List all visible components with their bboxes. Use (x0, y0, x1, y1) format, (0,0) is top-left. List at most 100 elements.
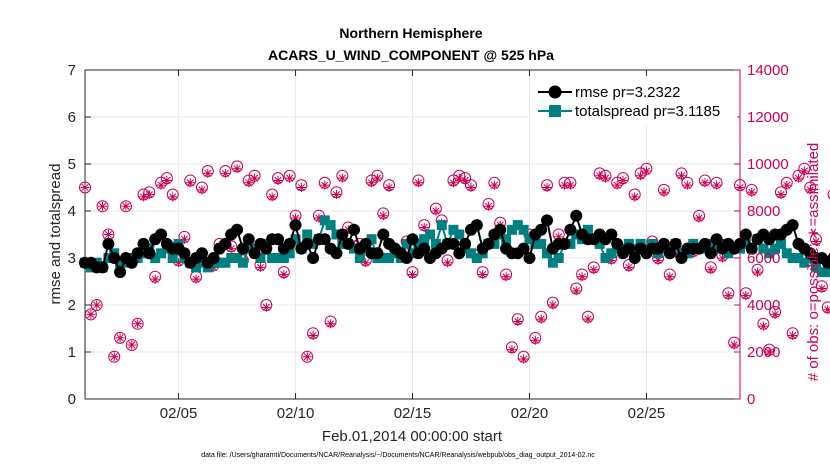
assimilated-obs-point (653, 255, 663, 265)
totalspread-point (512, 220, 523, 231)
totalspread-point (501, 234, 512, 245)
totalspread-point (401, 238, 412, 249)
rmse-point (453, 247, 466, 260)
assimilated-obs-point (624, 262, 634, 272)
assimilated-obs-point (197, 185, 207, 195)
totalspread-point (284, 248, 295, 259)
totalspread-point (542, 248, 553, 259)
assimilated-obs-point (770, 309, 780, 319)
possible-obs-point (108, 350, 121, 363)
rmse-point (242, 233, 255, 246)
possible-obs-point (131, 317, 144, 330)
assimilated-obs-point (793, 173, 803, 183)
x-axis-ticks: 02/05 02/10 02/15 02/20 02/25 (160, 70, 665, 422)
totalspread-point (378, 253, 389, 263)
totalspread-point (325, 220, 336, 231)
assimilated-obs-point (706, 265, 716, 275)
totalspread-point (582, 224, 593, 235)
assimilated-obs-point (454, 173, 464, 183)
totalspread-point (272, 253, 283, 263)
assimilated-obs-point (548, 300, 558, 310)
assimilated-obs-point (753, 267, 763, 277)
rmse-point (570, 209, 583, 222)
totalspread-point (775, 238, 786, 249)
totalspread-point (454, 229, 465, 240)
rmse-point (558, 237, 571, 250)
y-tick-label: 6 (68, 109, 76, 126)
assimilated-obs-point (203, 168, 213, 178)
assimilated-obs-point (530, 335, 540, 345)
assimilated-obs-point (554, 232, 564, 242)
possible-obs-point (114, 331, 127, 344)
rmse-point (108, 252, 121, 264)
series-assimilated (80, 164, 830, 364)
assimilated-obs-point (115, 333, 125, 343)
possible-obs-point (96, 200, 109, 213)
x-axis-label: Feb.01,2014 00:00:00 start (322, 428, 503, 445)
assimilated-obs-point (431, 206, 441, 216)
rmse-point (336, 228, 349, 241)
rmse-point (271, 233, 284, 246)
assimilated-obs-point (314, 213, 324, 223)
rmse-point (125, 256, 138, 269)
y-axis-left-ticks: 0 1 2 3 4 5 6 7 (68, 62, 91, 408)
assimilated-obs-point (595, 171, 605, 181)
assimilated-obs-point (185, 178, 195, 188)
rmse-point (178, 247, 191, 260)
totalspread-point (822, 267, 830, 278)
y-tick-label: 1 (68, 344, 76, 361)
y-right-tick-label: 0 (747, 391, 755, 408)
assimilated-obs-point (788, 331, 798, 341)
assimilated-obs-point (735, 183, 745, 192)
chart-subtitle: ACARS_U_WIND_COMPONENT @ 525 hPa (268, 47, 554, 63)
assimilated-obs-point (168, 192, 178, 202)
totalspread-point (787, 253, 798, 263)
assimilated-obs-point (133, 319, 143, 329)
rmse-point (459, 237, 472, 250)
assimilated-obs-point (232, 164, 242, 174)
totalspread-point (419, 234, 430, 245)
rmse-point (447, 237, 460, 250)
assimilated-obs-point (378, 211, 388, 221)
rmse-point (739, 228, 752, 241)
totalspread-point (167, 253, 178, 263)
legend-rmse-marker (548, 85, 562, 99)
assimilated-obs-point (285, 173, 295, 183)
rmse-point (342, 237, 355, 250)
assimilated-obs-point (408, 269, 417, 279)
assimilated-obs-point (577, 272, 587, 282)
rmse-point (605, 228, 618, 241)
totalspread-point (214, 257, 225, 268)
totalspread-point (413, 238, 424, 249)
assimilated-obs-point (729, 340, 739, 350)
rmse-point (541, 214, 554, 227)
assimilated-obs-point (109, 352, 119, 362)
assimilated-obs-point (419, 222, 429, 232)
assimilated-obs-point (220, 168, 230, 178)
rmse-point (330, 247, 343, 260)
totalspread-point (518, 224, 529, 235)
totalspread-point (278, 253, 289, 263)
assimilated-obs-point (677, 171, 687, 181)
totalspread-point (811, 262, 822, 273)
assimilated-obs-point (823, 305, 830, 315)
assimilated-obs-point (758, 321, 768, 331)
assimilated-obs-point (150, 274, 160, 284)
assimilated-obs-point (723, 291, 733, 301)
rmse-point (96, 261, 109, 274)
legend-box (531, 78, 737, 126)
totalspread-point (302, 229, 313, 240)
rmse-point (470, 219, 483, 232)
totalspread-point (156, 248, 167, 259)
assimilated-obs-point (583, 314, 593, 324)
rmse-point (400, 252, 413, 264)
totalspread-point (547, 257, 558, 268)
totalspread-point (267, 253, 278, 263)
assimilated-obs-point (244, 178, 254, 188)
x-tick-label: 02/05 (160, 405, 198, 422)
rmse-point (517, 242, 530, 255)
assimilated-obs-point (659, 187, 669, 197)
rmse-point (745, 242, 758, 255)
assimilated-obs-point (361, 258, 371, 268)
assimilated-obs-point (326, 319, 336, 329)
